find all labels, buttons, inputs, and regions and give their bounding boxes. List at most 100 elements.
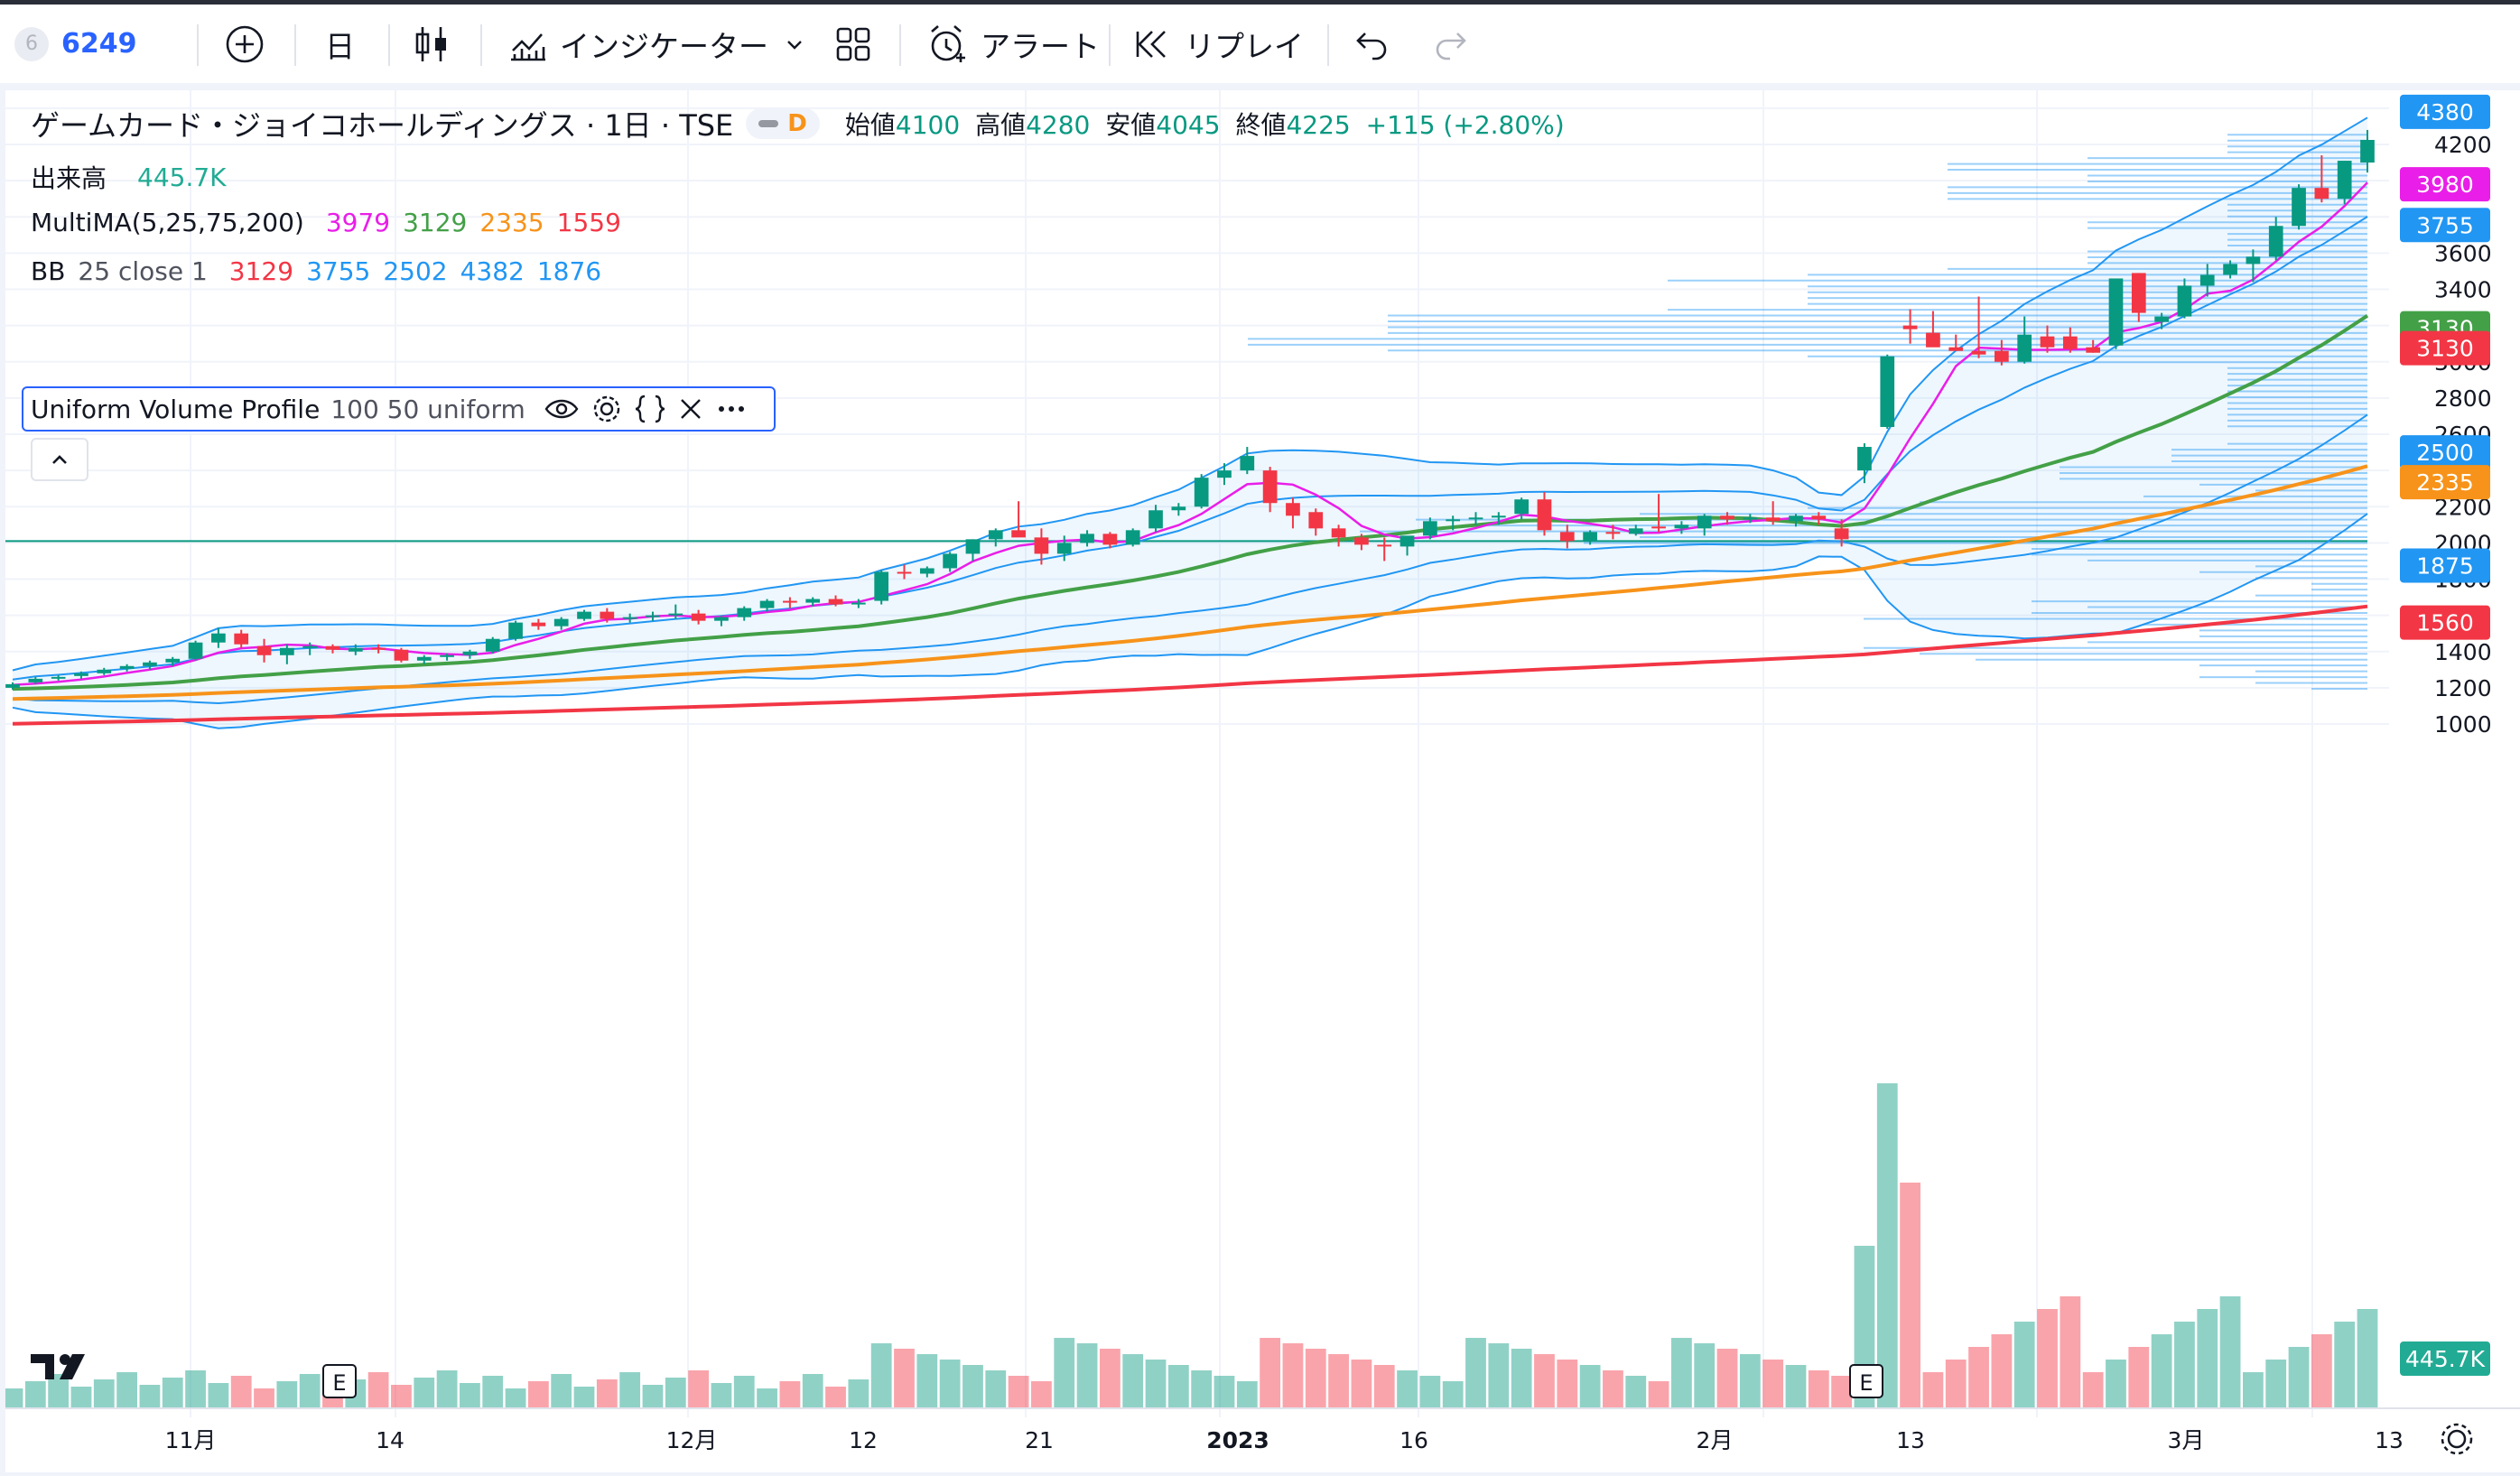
price-chart-svg[interactable]: JPY ˅42003800360034003200300028002600240… bbox=[2, 90, 2520, 1472]
price-badge-label: 3130 bbox=[2416, 336, 2474, 362]
bb-legend[interactable]: BB 25 close 1 3129 3755 2502 4382 1876 bbox=[31, 256, 601, 286]
volume-bar bbox=[2128, 1347, 2150, 1408]
volume-bar bbox=[596, 1379, 618, 1408]
candle-body bbox=[2292, 188, 2306, 227]
volume-bar bbox=[2013, 1322, 2035, 1408]
price-axis[interactable]: JPY ˅42003800360034003200300028002600240… bbox=[2391, 90, 2517, 1472]
candle-body bbox=[1262, 470, 1278, 504]
volume-value: 445.7K bbox=[137, 162, 227, 192]
volume-bar bbox=[1328, 1354, 1349, 1408]
time-tick: 12月 bbox=[666, 1427, 718, 1453]
more-icon[interactable] bbox=[715, 395, 748, 422]
price-tick: 3400 bbox=[2434, 277, 2492, 303]
candle-body bbox=[2360, 139, 2375, 163]
time-tick: 14 bbox=[376, 1427, 405, 1453]
eye-icon[interactable] bbox=[544, 395, 580, 422]
candle-body bbox=[28, 678, 43, 682]
volume-bar bbox=[665, 1378, 686, 1408]
candle-body bbox=[1399, 535, 1415, 547]
volume-bar bbox=[733, 1376, 755, 1408]
candle-body bbox=[1125, 530, 1140, 545]
volume-bar bbox=[1373, 1365, 1395, 1408]
bb-upper-value: 3755 bbox=[306, 256, 371, 286]
undo-button[interactable] bbox=[1354, 5, 1390, 83]
alert-button[interactable]: アラート bbox=[926, 5, 1100, 83]
candle-body bbox=[1743, 517, 1758, 520]
interval-label: 日 bbox=[325, 28, 355, 64]
candle-body bbox=[74, 673, 88, 676]
tradingview-logo bbox=[31, 1354, 85, 1379]
volume-bar bbox=[2174, 1322, 2195, 1408]
high-value: 4280 bbox=[1026, 110, 1091, 140]
multima-label: MultiMA(5,25,75,200) bbox=[31, 208, 304, 237]
chart-title[interactable]: ゲームカード・ジョイコホールディングス · 1日 · TSE bbox=[31, 108, 734, 143]
candle-body bbox=[2314, 188, 2329, 200]
price-badge bbox=[2400, 548, 2490, 583]
volume-bar bbox=[1351, 1360, 1372, 1408]
chart-type-button[interactable] bbox=[414, 5, 450, 83]
candle-body bbox=[234, 633, 249, 645]
candle-body bbox=[165, 658, 181, 663]
volume-bar bbox=[276, 1381, 298, 1408]
chevron-up-icon bbox=[52, 455, 67, 464]
source-code-icon[interactable] bbox=[634, 393, 666, 425]
volume-bar bbox=[1488, 1343, 1510, 1408]
separator bbox=[480, 24, 482, 66]
close-icon[interactable] bbox=[677, 395, 704, 422]
candle-body bbox=[646, 615, 660, 617]
top-toolbar: 6 6249 日 インジケーター アラート リプレイ bbox=[0, 0, 2520, 83]
volume-bar bbox=[93, 1379, 115, 1408]
candle-body bbox=[1926, 332, 1940, 348]
volume-bar bbox=[1922, 1372, 1944, 1408]
compare-symbol-button[interactable] bbox=[224, 5, 265, 83]
price-badge-label: 1560 bbox=[2416, 610, 2474, 636]
candle-body bbox=[1240, 456, 1255, 471]
volume-bar bbox=[254, 1388, 274, 1408]
volume-bar bbox=[1557, 1360, 1578, 1408]
volume-legend[interactable]: 出来高 445.7K bbox=[31, 159, 227, 195]
bb-lower-2-line bbox=[12, 513, 2368, 729]
volume-bar bbox=[208, 1383, 229, 1408]
indicators-button[interactable]: インジケーター bbox=[507, 5, 768, 83]
volume-bar bbox=[1260, 1338, 1281, 1408]
interval-button[interactable]: 日 bbox=[325, 5, 355, 83]
volume-profile bbox=[5, 134, 2367, 690]
earnings-marker-label: E bbox=[1859, 1370, 1873, 1396]
redo-button[interactable] bbox=[1432, 5, 1468, 83]
indicators-dropdown-button[interactable] bbox=[784, 5, 805, 83]
volume-bar bbox=[1831, 1376, 1853, 1408]
candle-body bbox=[897, 571, 912, 574]
volume-bar bbox=[1076, 1343, 1098, 1408]
volume-bar bbox=[505, 1388, 526, 1408]
volume-bar bbox=[2106, 1360, 2126, 1408]
volume-bar bbox=[391, 1385, 412, 1408]
volume-bar bbox=[436, 1370, 458, 1408]
volume-profile-legend[interactable]: Uniform Volume Profile 100 50 uniform bbox=[22, 386, 776, 432]
bb-basis-value: 3129 bbox=[228, 256, 294, 286]
multima-legend[interactable]: MultiMA(5,25,75,200) 3979 3129 2335 1559 bbox=[31, 208, 621, 237]
chart-pane[interactable]: JPY ˅42003800360034003200300028002600240… bbox=[2, 90, 2520, 1472]
replay-label: リプレイ bbox=[1185, 28, 1304, 64]
symbol-search-button[interactable]: 6 6249 bbox=[14, 5, 137, 83]
gear-icon[interactable] bbox=[590, 393, 623, 425]
plus-circle-icon bbox=[226, 25, 264, 62]
layouts-button[interactable] bbox=[834, 5, 872, 83]
time-tick: 11月 bbox=[165, 1427, 217, 1453]
volume-bar bbox=[2197, 1309, 2218, 1408]
replay-button[interactable]: リプレイ bbox=[1134, 5, 1304, 83]
candle-body bbox=[256, 645, 272, 655]
collapse-legend-button[interactable] bbox=[31, 438, 88, 481]
candle-body bbox=[2062, 336, 2078, 349]
candle-body bbox=[51, 676, 66, 679]
candle-body bbox=[279, 647, 294, 655]
volume-bar bbox=[1716, 1349, 1738, 1408]
volume-bar bbox=[962, 1365, 983, 1408]
candle-body bbox=[622, 617, 637, 619]
open-label: 始値 bbox=[844, 110, 896, 140]
grid-lines bbox=[5, 90, 2389, 1417]
volume-bar bbox=[1900, 1183, 1920, 1408]
volume-bar bbox=[1808, 1370, 1829, 1408]
time-axis[interactable]: 11月 14 12月 12 21 2023 16 2月 13 3月 13 bbox=[5, 1407, 2520, 1455]
volume-bar bbox=[1670, 1338, 1692, 1408]
candle-body bbox=[1948, 347, 1964, 351]
